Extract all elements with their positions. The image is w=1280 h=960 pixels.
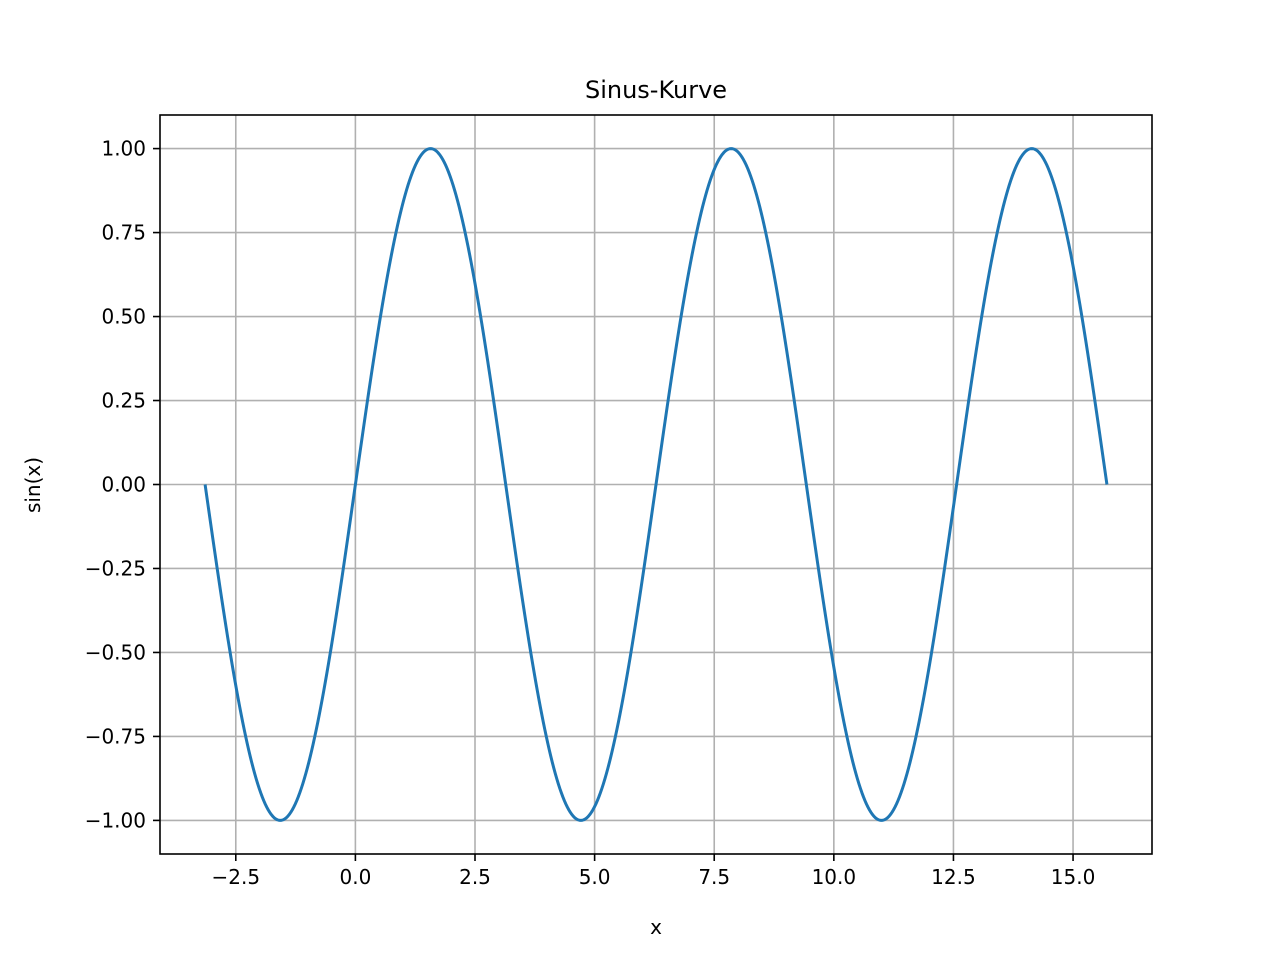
x-tick-label: 0.0 [339,865,371,889]
y-tick-label: −1.00 [85,808,146,832]
x-tick-label: −2.5 [211,865,260,889]
y-tick-label: −0.50 [85,640,146,664]
series-layer [203,147,1109,822]
y-tick-label: −0.75 [85,724,146,748]
y-tick-label: 0.25 [101,389,146,413]
x-tick-label: 7.5 [698,865,730,889]
x-tick-label: 12.5 [931,865,976,889]
x-tick-label: 10.0 [812,865,857,889]
tick-layer: −2.5 0.0 2.5 5.0 7.5 10.0 12.5 15.0 −1.00 −0.75 −0… [85,137,1096,889]
chart-title: Sinus-Kurve [585,76,727,104]
x-tick-label: 15.0 [1051,865,1096,889]
y-axis-label: sin(x) [21,457,45,513]
x-tick-label: 2.5 [459,865,491,889]
x-axis-label: x [650,915,662,939]
y-tick-label: −0.25 [85,556,146,580]
y-tick-label: 0.75 [101,221,146,245]
y-tick-label: 0.00 [101,473,146,497]
y-tick-label: 0.50 [101,305,146,329]
series-line [203,147,1109,822]
y-tick-label: 1.00 [101,137,146,161]
x-tick-label: 5.0 [579,865,611,889]
